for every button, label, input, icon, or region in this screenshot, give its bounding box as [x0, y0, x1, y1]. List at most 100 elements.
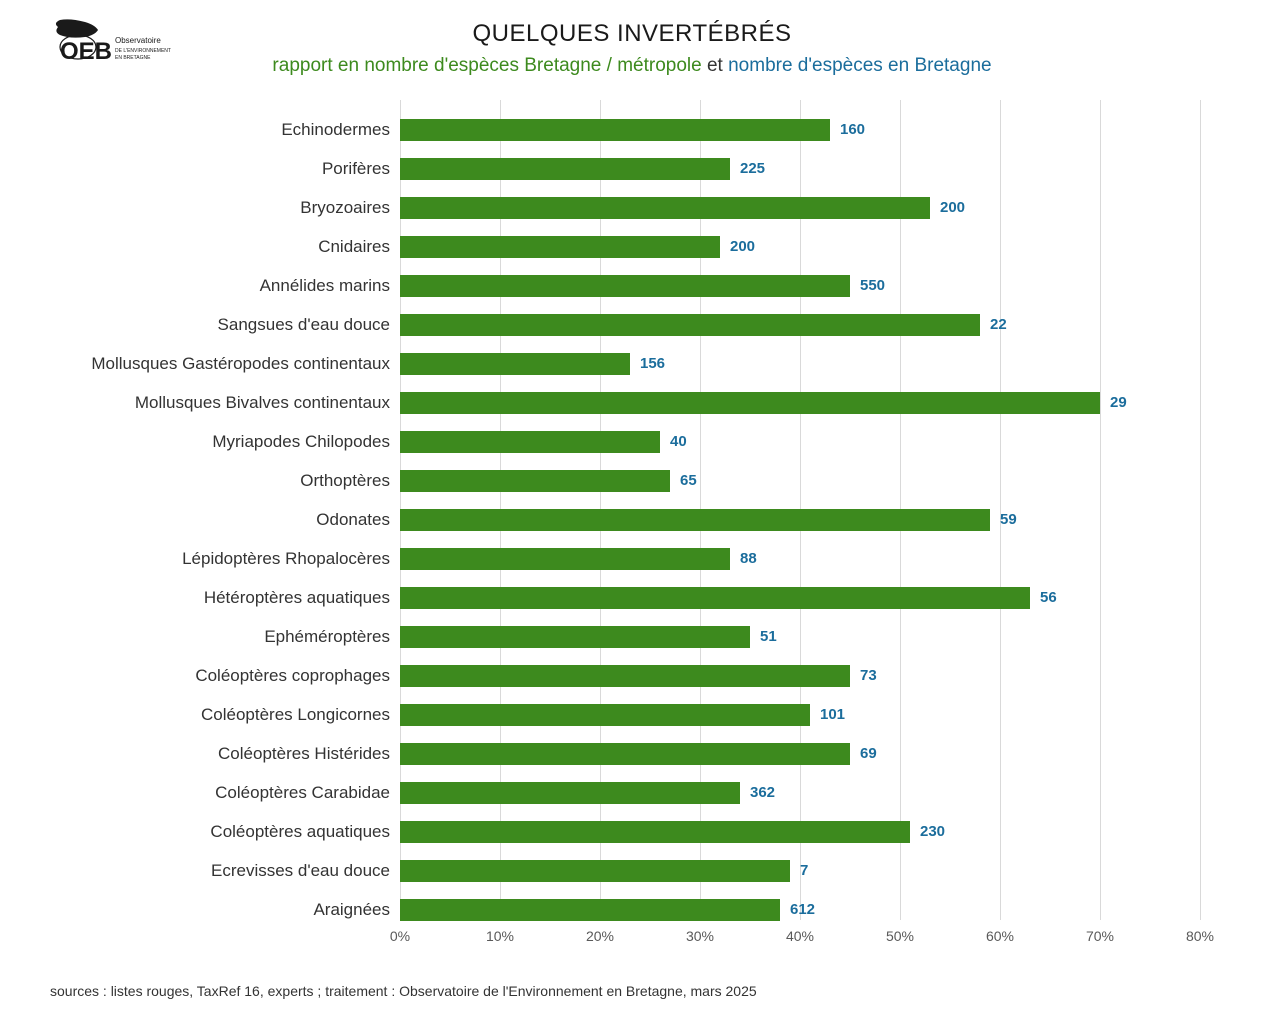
value-label: 156 [640, 344, 665, 383]
value-label: 69 [860, 734, 877, 773]
value-label: 7 [800, 851, 808, 890]
category-label: Cnidaires [50, 227, 390, 266]
category-label: Annélides marins [50, 266, 390, 305]
value-label: 51 [760, 617, 777, 656]
chart-subtitle: rapport en nombre d'espèces Bretagne / m… [0, 55, 1264, 77]
category-label: Coléoptères Carabidae [50, 773, 390, 812]
bar-row: Sangsues d'eau douce 22 [50, 305, 1220, 344]
x-tick-label: 70% [1086, 928, 1114, 944]
subtitle-part1: rapport en nombre d'espèces Bretagne / m… [272, 55, 701, 76]
bar-row: Araignées 612 [50, 890, 1220, 929]
bar-row: Coléoptères aquatiques 230 [50, 812, 1220, 851]
bar [400, 236, 720, 258]
bar-row: Bryozoaires 200 [50, 188, 1220, 227]
value-label: 200 [940, 188, 965, 227]
bar [400, 275, 850, 297]
bar [400, 782, 740, 804]
category-label: Mollusques Gastéropodes continentaux [50, 344, 390, 383]
category-label: Araignées [50, 890, 390, 929]
bar [400, 509, 990, 531]
bar-row: Echinodermes 160 [50, 110, 1220, 149]
source-text: sources : listes rouges, TaxRef 16, expe… [50, 983, 757, 999]
value-label: 101 [820, 695, 845, 734]
category-label: Sangsues d'eau douce [50, 305, 390, 344]
category-label: Mollusques Bivalves continentaux [50, 383, 390, 422]
bar [400, 665, 850, 687]
bar [400, 743, 850, 765]
subtitle-part2: nombre d'espèces en Bretagne [728, 55, 991, 76]
value-label: 200 [730, 227, 755, 266]
value-label: 73 [860, 656, 877, 695]
bar [400, 626, 750, 648]
value-label: 65 [680, 461, 697, 500]
x-tick-label: 60% [986, 928, 1014, 944]
value-label: 29 [1110, 383, 1127, 422]
bar [400, 158, 730, 180]
subtitle-joiner: et [702, 55, 728, 76]
category-label: Coléoptères Histérides [50, 734, 390, 773]
category-label: Odonates [50, 500, 390, 539]
category-label: Coléoptères coprophages [50, 656, 390, 695]
chart-title: QUELQUES INVERTÉBRÉS [0, 20, 1264, 48]
category-label: Porifères [50, 149, 390, 188]
value-label: 230 [920, 812, 945, 851]
bar [400, 392, 1100, 414]
value-label: 88 [740, 539, 757, 578]
bar [400, 860, 790, 882]
value-label: 56 [1040, 578, 1057, 617]
x-tick-label: 30% [686, 928, 714, 944]
bar-row: Mollusques Gastéropodes continentaux 156 [50, 344, 1220, 383]
value-label: 160 [840, 110, 865, 149]
category-label: Echinodermes [50, 110, 390, 149]
logo-sub2: DE L'ENVIRONNEMENT [115, 48, 171, 54]
category-label: Coléoptères aquatiques [50, 812, 390, 851]
bar-row: Porifères 225 [50, 149, 1220, 188]
bar [400, 353, 630, 375]
bar [400, 821, 910, 843]
chart-container: OEB Observatoire DE L'ENVIRONNEMENT EN B… [0, 0, 1264, 1023]
bar-row: Odonates 59 [50, 500, 1220, 539]
bar-row: Ephéméroptères 51 [50, 617, 1220, 656]
x-tick-label: 10% [486, 928, 514, 944]
category-label: Orthoptères [50, 461, 390, 500]
value-label: 362 [750, 773, 775, 812]
bar [400, 470, 670, 492]
value-label: 225 [740, 149, 765, 188]
bar-row: Coléoptères Carabidae 362 [50, 773, 1220, 812]
bar [400, 431, 660, 453]
bar-row: Coléoptères Longicornes 101 [50, 695, 1220, 734]
x-tick-label: 20% [586, 928, 614, 944]
bar [400, 704, 810, 726]
value-label: 22 [990, 305, 1007, 344]
x-tick-label: 40% [786, 928, 814, 944]
bar [400, 899, 780, 921]
bar-row: Myriapodes Chilopodes 40 [50, 422, 1220, 461]
category-label: Myriapodes Chilopodes [50, 422, 390, 461]
bar-row: Lépidoptères Rhopalocères 88 [50, 539, 1220, 578]
bar [400, 314, 980, 336]
value-label: 59 [1000, 500, 1017, 539]
bar-row: Coléoptères Histérides 69 [50, 734, 1220, 773]
bar-row: Annélides marins 550 [50, 266, 1220, 305]
category-label: Ecrevisses d'eau douce [50, 851, 390, 890]
category-label: Bryozoaires [50, 188, 390, 227]
bar [400, 587, 1030, 609]
category-label: Coléoptères Longicornes [50, 695, 390, 734]
bar-row: Ecrevisses d'eau douce 7 [50, 851, 1220, 890]
value-label: 40 [670, 422, 687, 461]
chart-area: 0%10%20%30%40%50%60%70%80% Echinodermes1… [50, 100, 1220, 950]
bar [400, 548, 730, 570]
bar-row: Hétéroptères aquatiques 56 [50, 578, 1220, 617]
bar-row: Orthoptères 65 [50, 461, 1220, 500]
bar-row: Cnidaires 200 [50, 227, 1220, 266]
bar-row: Coléoptères coprophages 73 [50, 656, 1220, 695]
category-label: Hétéroptères aquatiques [50, 578, 390, 617]
category-label: Lépidoptères Rhopalocères [50, 539, 390, 578]
bar [400, 119, 830, 141]
x-tick-label: 80% [1186, 928, 1214, 944]
bar [400, 197, 930, 219]
x-tick-label: 50% [886, 928, 914, 944]
value-label: 612 [790, 890, 815, 929]
value-label: 550 [860, 266, 885, 305]
category-label: Ephéméroptères [50, 617, 390, 656]
